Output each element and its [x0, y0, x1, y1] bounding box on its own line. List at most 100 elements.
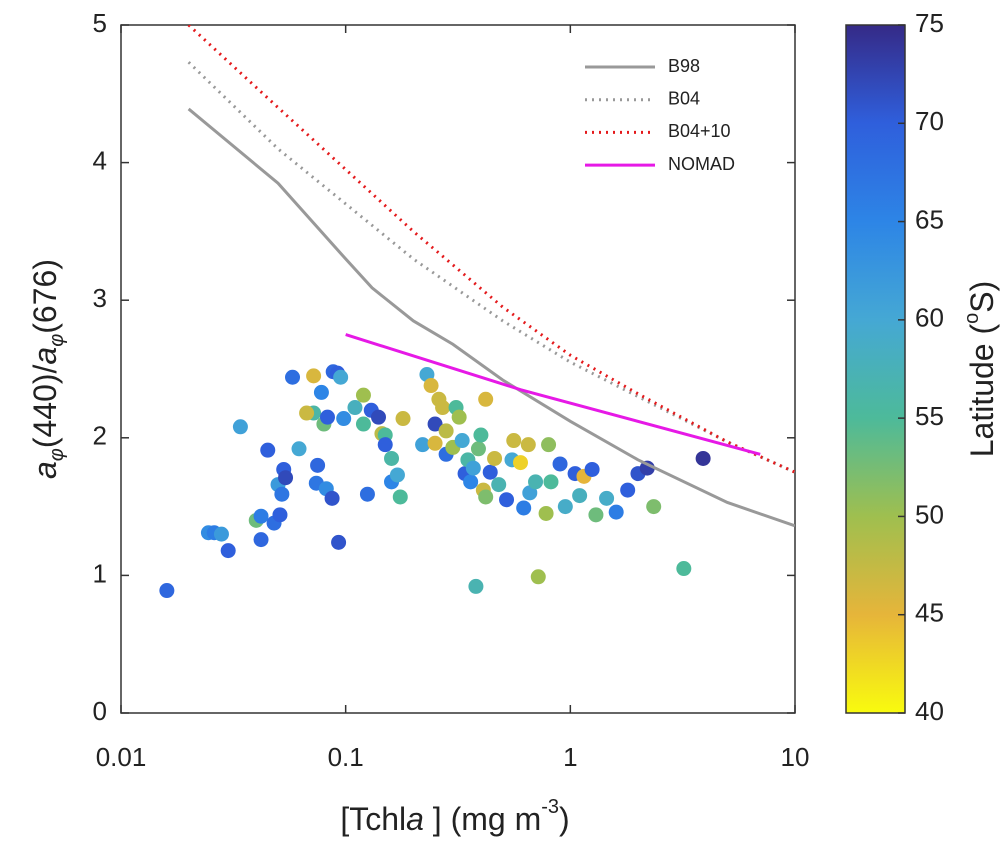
x-label-part: a — [406, 801, 424, 837]
colorbar-tick-label: 60 — [915, 303, 944, 333]
colorbar-label-part: o — [961, 313, 983, 324]
curve — [187, 107, 795, 528]
scatter-point — [541, 437, 557, 453]
scatter-point — [512, 455, 528, 471]
scatter-point — [427, 435, 443, 451]
x-label-part: -3 — [541, 796, 559, 818]
colorbar-tick-label: 75 — [915, 8, 944, 38]
scatter-point — [646, 499, 662, 515]
scatter-point — [473, 427, 489, 443]
scatter-point — [454, 433, 470, 449]
scatter-point — [299, 405, 315, 421]
scatter-point — [213, 526, 229, 542]
colorbar-tick-label: 50 — [915, 499, 944, 529]
scatter-point — [427, 416, 443, 432]
scatter-point — [468, 578, 484, 594]
curve — [187, 25, 795, 474]
scatter-point — [543, 474, 559, 490]
scatter-point — [557, 499, 573, 515]
y-tick-label: 4 — [93, 145, 107, 175]
legend-label: B04 — [668, 88, 700, 108]
scatter-point — [336, 411, 352, 427]
scatter-point — [370, 409, 386, 425]
scatter-point — [482, 464, 498, 480]
y-tick-label: 3 — [93, 283, 107, 313]
y-label-part: a — [27, 347, 63, 365]
x-tick-label: 0.1 — [328, 742, 364, 772]
scatter-point — [487, 450, 503, 466]
scatter-point — [220, 543, 236, 559]
y-label-part: φ — [46, 448, 68, 461]
scatter-point — [499, 492, 515, 508]
colorbar-label-part: S) — [964, 281, 1000, 313]
scatter-point — [324, 490, 340, 506]
scatter-point — [620, 482, 636, 498]
curve — [345, 333, 761, 456]
scatter-point — [572, 488, 588, 504]
scatter-point — [463, 474, 479, 490]
scatter-point — [232, 419, 248, 435]
scatter-point — [355, 416, 371, 432]
legend-label: B04+10 — [668, 121, 731, 141]
scatter-point — [260, 442, 276, 458]
scatter-point — [377, 437, 393, 453]
axes-box — [120, 24, 796, 714]
colorbar-tick-label: 55 — [915, 401, 944, 431]
scatter-point — [451, 409, 467, 425]
colorbar-tick-label: 40 — [915, 696, 944, 726]
colorbar-label-part: Latitude ( — [964, 324, 1000, 458]
scatter-point — [599, 490, 615, 506]
x-axis-label: [Tchla ] (mg m-3) — [340, 796, 569, 837]
scatter-point — [331, 534, 347, 550]
scatter-point — [389, 467, 405, 483]
scatter-point — [291, 441, 307, 457]
scatter-point — [465, 460, 481, 476]
x-label-part: ) — [559, 801, 570, 837]
scatter-point — [506, 433, 522, 449]
scatter-point — [584, 461, 600, 477]
y-tick-label: 2 — [93, 421, 107, 451]
x-tick-label: 10 — [781, 742, 810, 772]
scatter-point — [639, 460, 655, 476]
x-tick-label: 1 — [563, 742, 577, 772]
scatter-point — [676, 561, 692, 577]
scatter-point — [384, 450, 400, 466]
x-tick-label: 0.01 — [96, 742, 147, 772]
scatter-point — [253, 508, 269, 524]
scatter-point — [608, 504, 624, 520]
scatter-point — [310, 457, 326, 473]
scatter-point — [285, 369, 301, 385]
scatter-point — [415, 437, 431, 453]
scatter-point — [319, 409, 335, 425]
scatter-point — [528, 474, 544, 490]
scatter-point — [253, 532, 269, 548]
scatter-point — [333, 369, 349, 385]
scatter-point — [435, 400, 451, 416]
scatter-point — [522, 485, 538, 501]
scatter-point — [278, 470, 294, 486]
colorbar — [845, 24, 906, 714]
scatter-point — [392, 489, 408, 505]
scatter-point — [313, 384, 329, 400]
x-label-part: ] (mg m — [424, 801, 541, 837]
x-label-part: [Tchl — [340, 801, 406, 837]
y-label-part: a — [27, 461, 63, 479]
legend-label: NOMAD — [668, 154, 735, 174]
y-label-part: (440)/ — [27, 364, 63, 448]
colorbar-tick-label: 45 — [915, 598, 944, 628]
colorbar-tick-label: 70 — [915, 106, 944, 136]
scatter-point — [355, 387, 371, 403]
scatter-point — [516, 500, 532, 516]
scatter-point — [159, 583, 175, 599]
scatter-point — [395, 411, 411, 427]
scatter-point — [478, 489, 494, 505]
scatter-point — [347, 400, 363, 416]
y-axis-label: aφ(440)/aφ(676) — [27, 259, 68, 479]
scatter-point — [272, 507, 288, 523]
scatter-point — [588, 507, 604, 523]
scatter-point — [306, 368, 322, 384]
scatter-point — [470, 441, 486, 457]
scatter-point — [359, 486, 375, 502]
scatter-point — [520, 437, 536, 453]
